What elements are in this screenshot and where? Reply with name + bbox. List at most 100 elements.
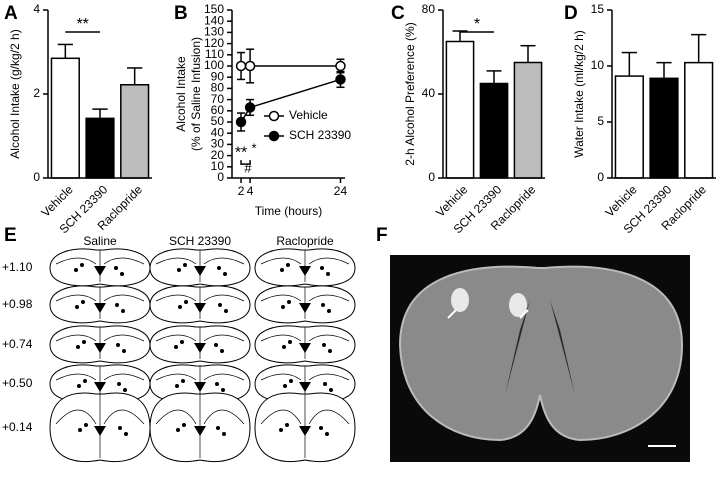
site-dot [215,382,219,386]
site-dot [80,263,84,267]
site-dot [175,384,179,388]
site-dot [216,426,220,430]
point [235,60,247,72]
site-dot [287,300,291,304]
ventricle [94,382,106,392]
level-label: +0.50 [2,376,33,390]
y-axis-label: 2-h Alcohol Preference (%) [403,22,417,165]
ventricle [194,343,206,353]
y-tick-label: 30 [211,137,225,151]
bar [614,75,644,179]
site-dot [218,303,222,307]
site-dot [122,349,126,353]
ventricle [299,266,311,276]
site-dot [180,340,184,344]
site-dot [319,426,323,430]
site-dot [184,300,188,304]
y-axis-label: Water Intake (ml/kg/2 h) [572,30,586,158]
level-label: +0.74 [2,337,33,351]
site-dot [82,340,86,344]
site-dot [120,272,124,276]
bar [684,61,714,179]
y-tick-label: 80 [422,2,436,16]
y-tick-label: 0 [33,170,40,184]
site-dot [182,423,186,427]
site-dot [181,379,185,383]
legend-marker [268,110,280,122]
y-tick-label: 130 [204,25,224,39]
panel-label: E [4,225,17,246]
site-dot [288,340,292,344]
site-dot [289,379,293,383]
y-tick-label: 140 [204,13,224,27]
x-tick-label: 2 [238,184,245,198]
ventricle [194,426,206,436]
site-dot [282,345,286,349]
significance-label: * [474,16,480,33]
ventricle [94,426,106,436]
site-dot [327,309,331,313]
site-dot [124,432,128,436]
column-label: SCH 23390 [169,234,231,248]
y-tick-label: 100 [204,58,224,72]
y-tick-label: 2 [33,86,40,100]
y-tick-label: 4 [33,2,40,16]
site-dot [223,272,227,276]
site-dot [123,388,127,392]
bar [120,84,150,179]
ventricle [194,303,206,313]
significance-label: ** [76,16,88,33]
level-label: +0.98 [2,297,33,311]
significance-label: * [252,140,257,155]
legend-label: SCH 23390 [289,128,351,142]
site-dot [114,266,118,270]
site-dot [325,432,329,436]
panel-label: D [564,3,578,24]
site-dot [323,382,327,386]
y-tick-label: 0 [428,170,435,184]
site-dot [217,266,221,270]
brain-section [254,392,356,462]
y-tick-label: 40 [211,125,225,139]
x-axis-label: Time (hours) [255,204,323,218]
ventricle [194,382,206,392]
brain-section [49,285,151,324]
y-tick-label: 60 [211,103,225,117]
y-tick-label: 10 [211,159,225,173]
point [335,74,346,85]
level-label: +0.14 [2,420,33,434]
site-dot [279,428,283,432]
point [235,116,247,128]
legend-label: Vehicle [289,108,328,122]
site-dot [83,379,87,383]
brain-section [149,325,251,364]
site-dot [177,268,181,272]
ventricle [94,303,106,313]
site-dot [78,428,82,432]
brain-section [49,364,151,403]
site-dot [321,303,325,307]
site-dot [283,384,287,388]
y-tick-label: 150 [204,2,224,16]
bar [85,117,115,179]
brain-section [149,248,251,287]
bar [445,40,475,179]
panel-label: B [174,3,188,24]
brain-section [149,364,251,403]
site-dot [84,423,88,427]
y-tick-label: 5 [597,114,604,128]
column-label: Raclopride [276,234,334,248]
bar [479,82,509,179]
site-dot [281,305,285,309]
y-tick-label: 120 [204,36,224,50]
y-axis-label: Alcohol Intake (g/kg/2 h) [8,29,22,158]
site-dot [322,343,326,347]
y-tick-label: 0 [217,170,224,184]
brain-section [254,285,356,324]
y-tick-label: 40 [422,86,436,100]
y-tick-label: 10 [591,58,605,72]
site-dot [328,349,332,353]
site-dot [174,345,178,349]
y-axis-label: Alcohol Intake [174,56,188,132]
